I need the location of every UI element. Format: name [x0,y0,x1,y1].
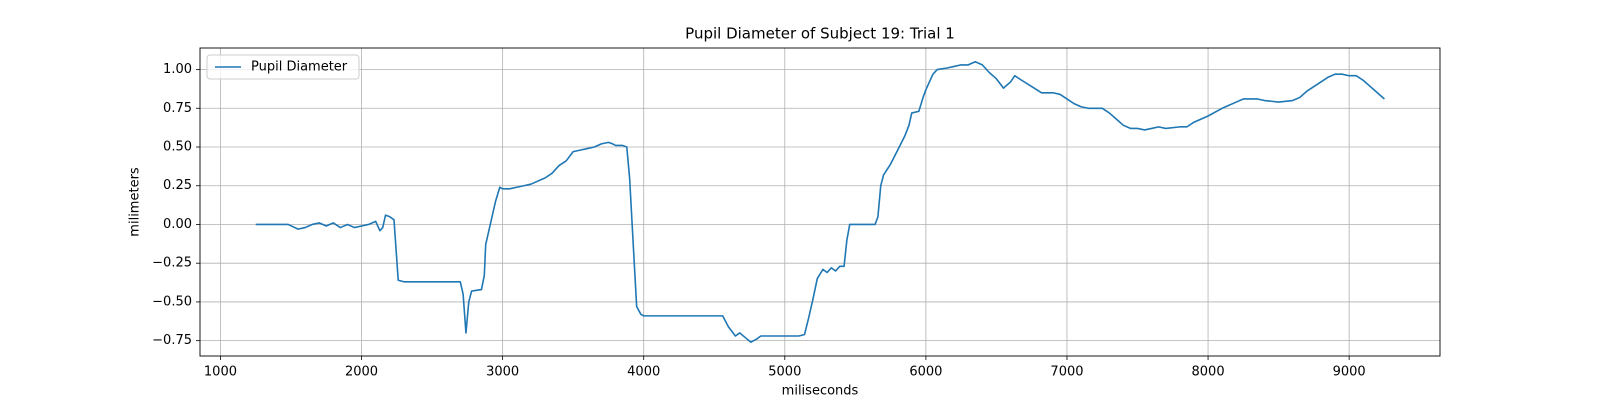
y-axis-label: milimeters [128,167,143,237]
y-tick-label: −0.75 [152,333,192,348]
x-tick-label: 2000 [345,365,378,380]
data-line [255,60,1385,344]
legend-box [206,54,360,80]
legend: Pupil Diameter [206,54,360,80]
x-tick-label: 9000 [1333,365,1366,380]
y-tick-label: −0.25 [152,256,192,271]
x-tick-label: 7000 [1050,365,1083,380]
y-tick-label: 0.75 [163,101,192,116]
x-tick-label: 1000 [204,365,237,380]
legend-label: Pupil Diameter [251,60,348,75]
y-tick-label: 0.25 [163,178,192,193]
x-axis-label: miliseconds [782,384,859,399]
plot-frame [199,47,1441,357]
x-tick-label: 4000 [627,365,660,380]
chart-title: Pupil Diameter of Subject 19: Trial 1 [685,25,955,43]
x-tick-label: 8000 [1192,365,1225,380]
y-tick-label: 1.00 [163,62,192,77]
y-tick-label: 0.50 [163,140,192,155]
x-tick-label: 6000 [909,365,942,380]
x-tick-label: 3000 [486,365,519,380]
y-tick-label: 0.00 [163,217,192,232]
y-tick-label: −0.50 [152,294,192,309]
x-tick-label: 5000 [768,365,801,380]
